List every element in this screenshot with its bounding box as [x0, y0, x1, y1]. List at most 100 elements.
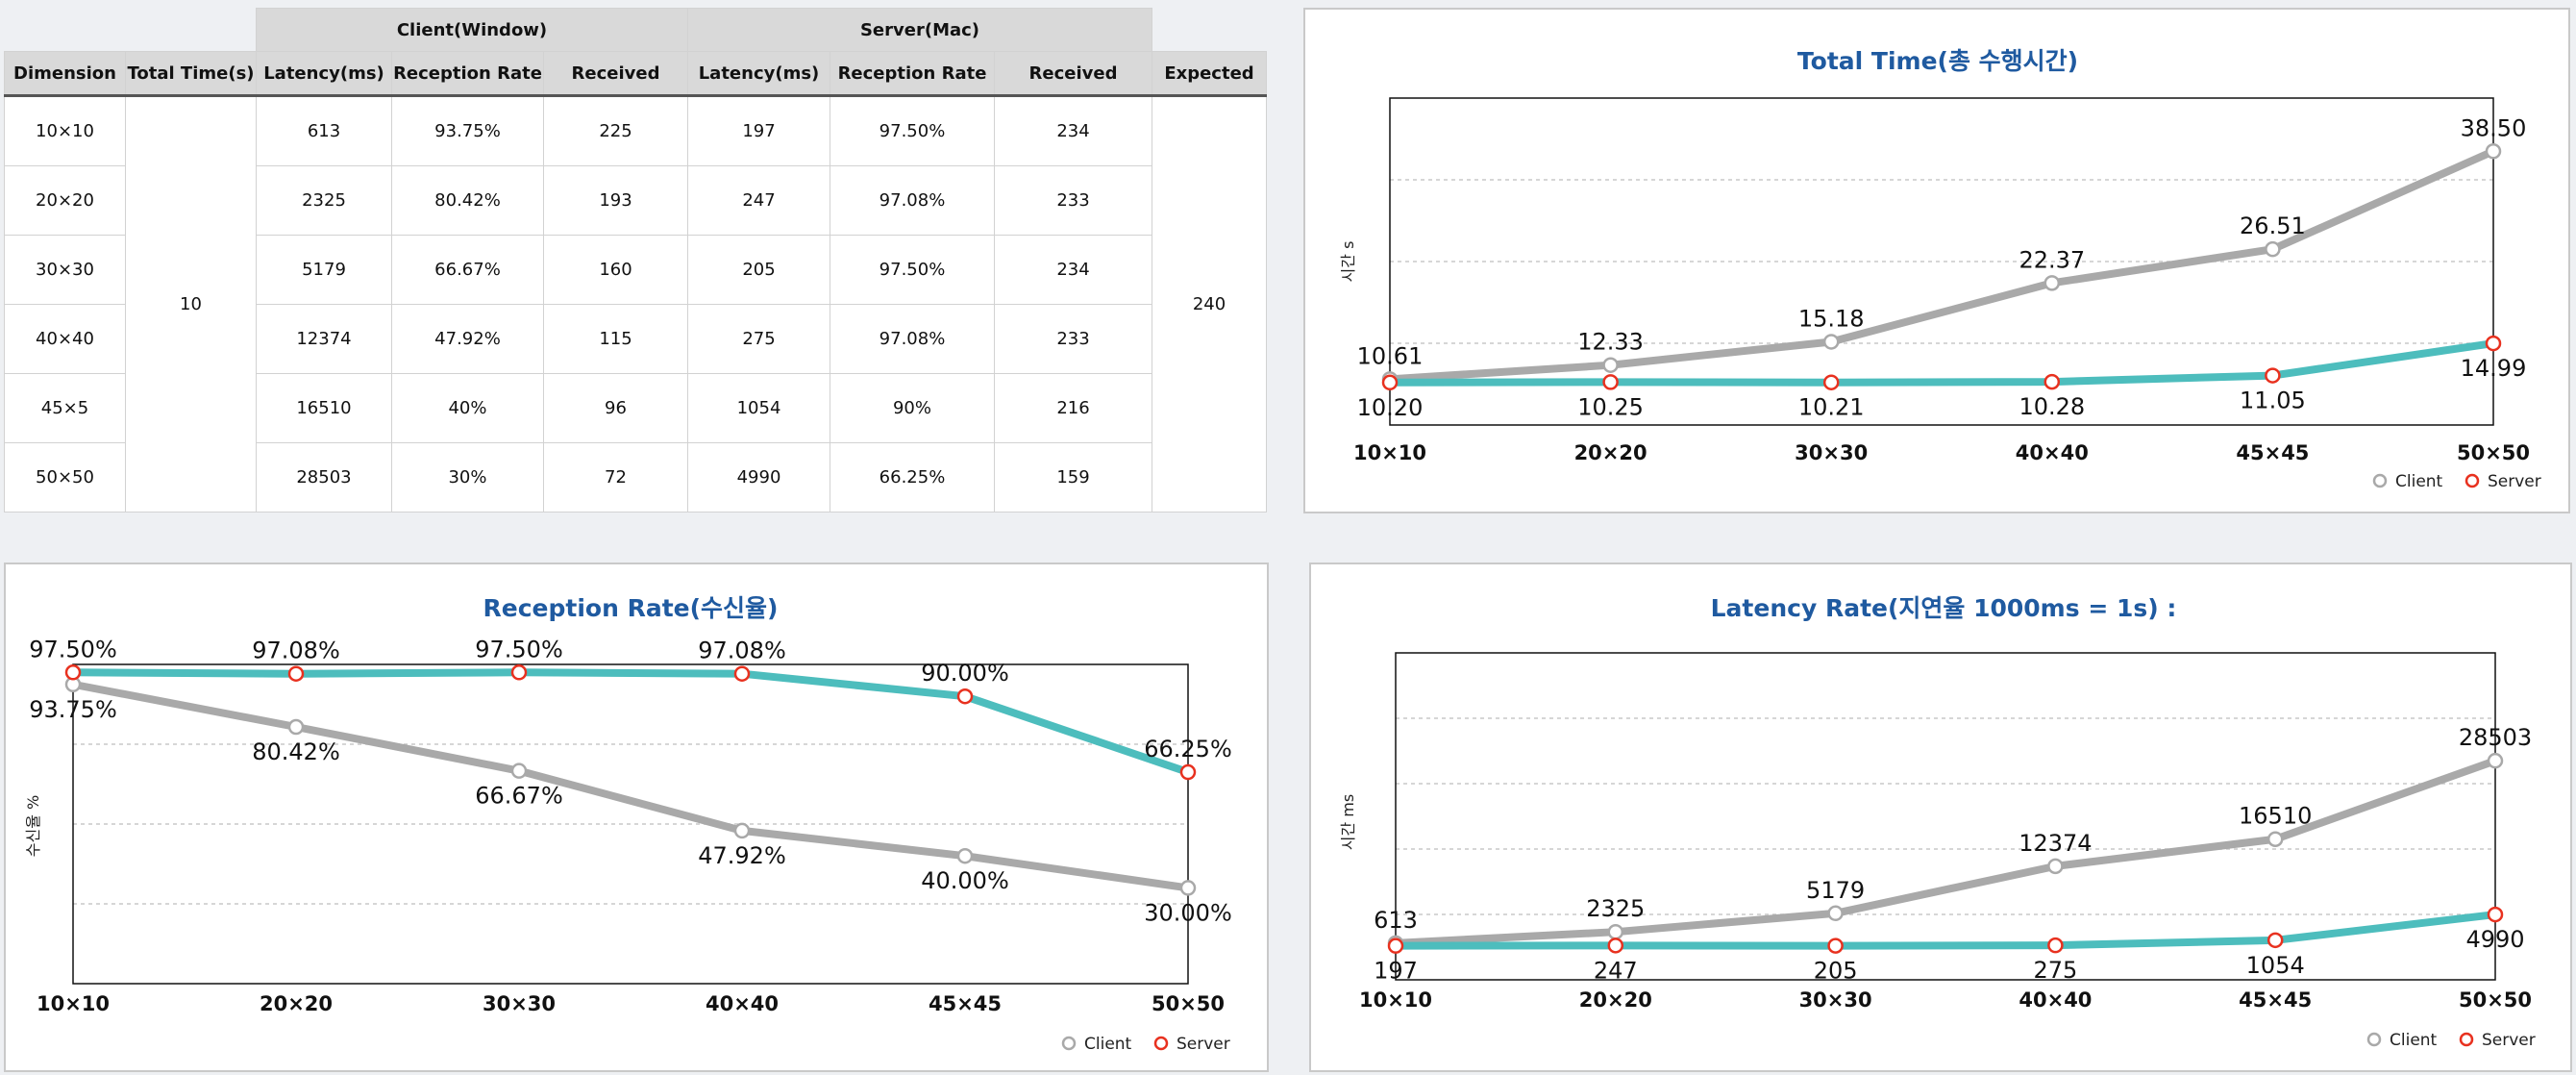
- series-line-server: [69, 668, 1192, 777]
- col-header-dimension: Dimension: [4, 51, 126, 97]
- legend-label-client: Client: [2390, 1031, 2438, 1050]
- cell-server-latency: 1054: [687, 373, 830, 443]
- x-tick-label: 45×45: [2239, 988, 2312, 1012]
- series-line-client: [1392, 757, 2499, 947]
- cell-client-received: 115: [543, 304, 688, 374]
- cell-server-received: 233: [994, 165, 1152, 236]
- data-point-client: [733, 822, 751, 839]
- data-point-server: [64, 664, 82, 681]
- cell-server-rate: 97.50%: [830, 95, 995, 166]
- x-tick-label: 10×10: [1353, 441, 1426, 464]
- series-line-server: [1386, 339, 2497, 387]
- plot-frame: [1395, 652, 2496, 981]
- data-point-client: [2266, 831, 2284, 847]
- cell-server-rate: 66.25%: [830, 442, 995, 512]
- x-tick-label: 30×30: [1795, 441, 1868, 464]
- x-tick-label: 30×30: [483, 992, 556, 1015]
- group-header-client: Client(Window): [256, 8, 688, 52]
- x-tick-label: 10×10: [1359, 988, 1432, 1012]
- data-point-server: [2047, 937, 2064, 954]
- cell-dimension: 30×30: [4, 235, 126, 305]
- cell-server-rate: 97.08%: [830, 165, 995, 236]
- table-row: 50×50 28503 30% 72 4990 66.25% 159: [4, 442, 1267, 512]
- cell-client-rate: 66.67%: [391, 235, 544, 305]
- legend-marker-client: [2372, 473, 2388, 488]
- col-header-server-latency: Latency(ms): [687, 51, 830, 97]
- data-point-client: [2485, 143, 2502, 160]
- cell-server-latency: 275: [687, 304, 830, 374]
- x-tick-label: 50×50: [1152, 992, 1225, 1015]
- legend-label-client: Client: [1084, 1035, 1132, 1054]
- cell-client-rate: 47.92%: [391, 304, 544, 374]
- data-label-client: 38.50: [2461, 114, 2527, 141]
- table-row: 40×40 12374 47.92% 115 275 97.08% 233: [4, 304, 1267, 374]
- x-tick-label: 45×45: [2236, 441, 2309, 464]
- cell-server-received: 159: [994, 442, 1152, 512]
- data-point-client: [2487, 752, 2504, 769]
- data-label-client: 28503: [2459, 724, 2532, 751]
- cell-client-received: 193: [543, 165, 688, 236]
- data-point-client: [956, 847, 974, 864]
- y-axis-label: 시간 ms: [1339, 794, 1357, 850]
- data-point-client: [2043, 275, 2061, 291]
- cell-dimension: 50×50: [4, 442, 126, 512]
- cell-client-received: 160: [543, 235, 688, 305]
- cell-server-rate: 97.08%: [830, 304, 995, 374]
- data-point-server: [2265, 367, 2281, 384]
- cell-client-rate: 93.75%: [391, 95, 544, 166]
- data-label-server: 10.28: [2019, 393, 2085, 420]
- data-point-server: [1822, 374, 1840, 390]
- data-label-client: 16510: [2239, 803, 2312, 830]
- cell-server-received: 234: [994, 95, 1152, 166]
- legend-marker-server: [2459, 1032, 2474, 1047]
- data-label-server: 1054: [2246, 952, 2305, 979]
- col-header-expected: Expected: [1152, 51, 1267, 97]
- data-point-client: [1179, 880, 1197, 896]
- series-line-server: [1392, 911, 2499, 950]
- col-header-total-time: Total Time(s): [125, 51, 257, 97]
- data-label-client: 66.67%: [475, 783, 563, 810]
- series-line-client: [1386, 147, 2497, 384]
- data-label-client: 10.61: [1357, 342, 1424, 369]
- data-point-server: [287, 665, 305, 682]
- col-header-client-received: Received: [543, 51, 688, 97]
- data-point-client: [1827, 905, 1844, 922]
- cell-server-latency: 205: [687, 235, 830, 305]
- legend-label-server: Server: [2488, 472, 2541, 491]
- cell-server-rate: 97.50%: [830, 235, 995, 305]
- chart-title: Total Time(총 수행시간): [1797, 47, 2078, 75]
- data-label-server: 97.08%: [252, 638, 340, 664]
- data-point-server: [1827, 938, 1844, 954]
- data-label-server: 205: [1814, 958, 1858, 985]
- latency-rate-chart: Latency Rate(지연율 1000ms = 1s) : 시간 ms 10×1…: [1339, 594, 2536, 1050]
- data-point-server: [2266, 932, 2284, 949]
- data-label-client: 2325: [1586, 895, 1645, 922]
- x-tick-label: 20×20: [260, 992, 333, 1015]
- header-spacer: [1152, 9, 1267, 52]
- data-label-server: 10.20: [1357, 394, 1424, 421]
- data-label-server: 14.99: [2461, 355, 2527, 382]
- cell-server-latency: 197: [687, 95, 830, 166]
- plot-frame: [1389, 97, 2494, 426]
- cell-expected: 240: [1152, 95, 1267, 512]
- data-label-server: 275: [2033, 957, 2077, 984]
- x-tick-label: 50×50: [2457, 441, 2530, 464]
- cell-client-rate: 40%: [391, 373, 544, 443]
- data-label-server: 97.08%: [698, 638, 786, 664]
- latency-rate-chart-panel: Latency Rate(지연율 1000ms = 1s) : 시간 ms 10×1…: [1309, 562, 2572, 1072]
- cell-client-latency: 5179: [256, 235, 392, 305]
- data-point-client: [287, 718, 305, 736]
- table-row: 20×20 2325 80.42% 193 247 97.08% 233: [4, 165, 1267, 236]
- legend-marker-client: [2366, 1032, 2382, 1047]
- chart-title: Reception Rate(수신율): [483, 594, 779, 622]
- cell-client-latency: 16510: [256, 373, 392, 443]
- col-header-server-received: Received: [994, 51, 1152, 97]
- data-label-client: 613: [1374, 907, 1418, 934]
- x-tick-label: 40×40: [2016, 441, 2089, 464]
- x-tick-label: 45×45: [929, 992, 1002, 1015]
- reception-rate-chart-panel: Reception Rate(수신율) 수신율 % 10×10 20×20 30×30 4…: [4, 562, 1269, 1072]
- legend-marker-client: [1061, 1036, 1077, 1051]
- data-label-server: 66.25%: [1144, 736, 1232, 762]
- data-point-client: [1607, 923, 1624, 940]
- data-label-server: 247: [1594, 957, 1638, 984]
